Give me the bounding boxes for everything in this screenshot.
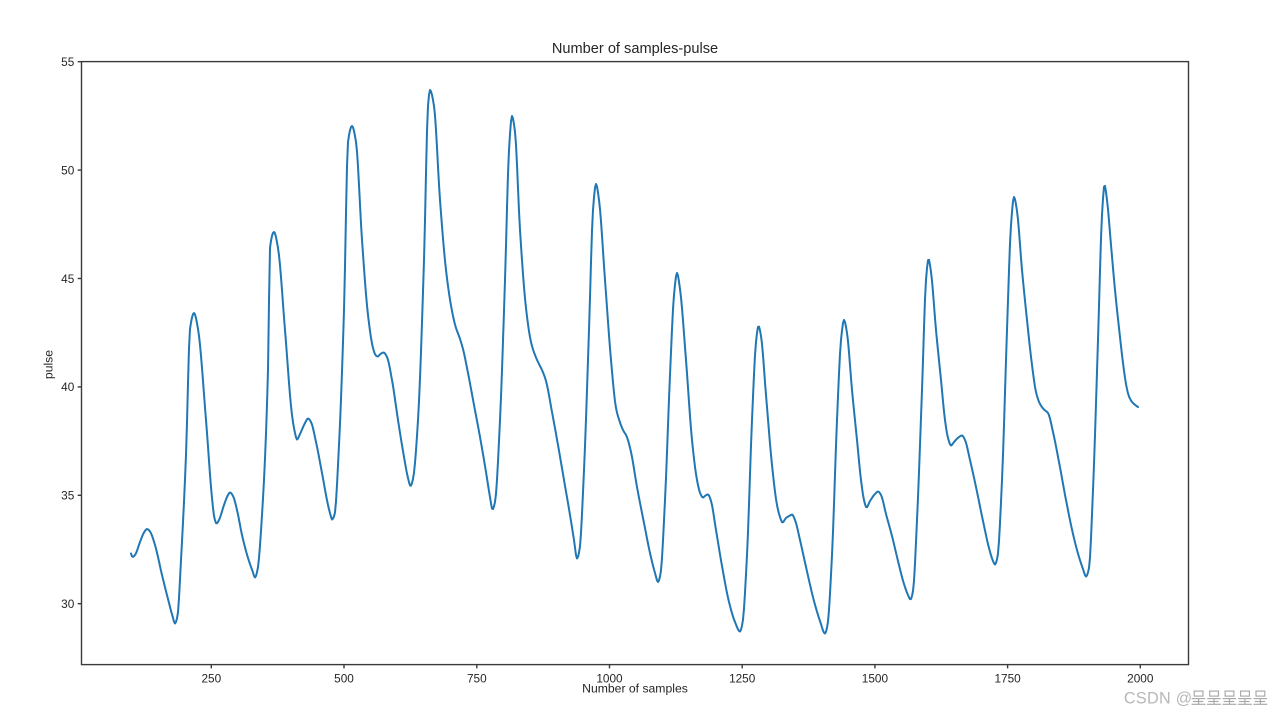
svg-text:Number of samples-pulse: Number of samples-pulse <box>552 41 718 57</box>
svg-text:500: 500 <box>334 671 354 685</box>
svg-text:30: 30 <box>61 597 75 611</box>
svg-text:pulse: pulse <box>41 350 55 379</box>
svg-text:250: 250 <box>201 671 221 685</box>
svg-text:1250: 1250 <box>729 671 756 685</box>
svg-text:Number of samples: Number of samples <box>582 681 688 695</box>
svg-text:1750: 1750 <box>994 671 1021 685</box>
svg-text:50: 50 <box>61 163 75 177</box>
svg-text:1000: 1000 <box>596 671 623 685</box>
svg-text:2000: 2000 <box>1127 671 1154 685</box>
svg-text:40: 40 <box>61 380 75 394</box>
svg-text:55: 55 <box>61 55 75 69</box>
svg-text:1500: 1500 <box>862 671 889 685</box>
svg-text:35: 35 <box>61 489 75 503</box>
svg-text:750: 750 <box>467 671 487 685</box>
svg-text:45: 45 <box>61 272 75 286</box>
svg-text:CSDN @: CSDN @ <box>1124 690 1193 708</box>
